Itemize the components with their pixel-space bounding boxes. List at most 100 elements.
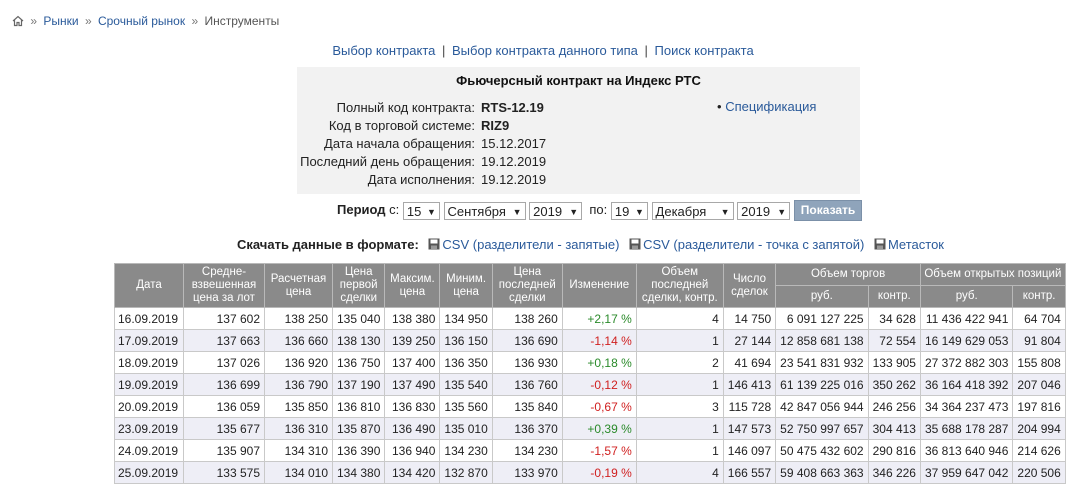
table-row: 18.09.2019 137 026 136 920 136 750 137 400 13… [114,351,1066,374]
to-day-select[interactable]: 19 ▼ [610,201,648,220]
col-settle-price: Расчетная цена [264,263,333,308]
table-cell: 136 750 [331,351,386,374]
table-cell: 59 408 663 363 [775,461,869,484]
home-icon[interactable] [12,15,24,27]
table-cell: 136 830 [384,395,441,418]
table-cell: 17.09.2019 [114,329,184,352]
table-cell: 134 230 [491,439,563,462]
metastock-link[interactable]: Метасток [887,237,944,252]
table-cell: 52 750 997 657 [775,417,869,440]
table-cell: 133 575 [183,461,265,484]
col-last-price: Цена последней сделки [491,263,563,308]
contract-title: Фьючерсный контракт на Индекс РТС [456,73,701,88]
bullet-icon: • [717,99,722,114]
table-cell: 207 046 [1012,373,1066,396]
col-deals: Число сделок [722,263,777,308]
chevron-down-icon: ▼ [720,206,730,217]
chevron-down-icon: ▼ [426,206,436,217]
table-cell: 25.09.2019 [114,461,184,484]
col-oi-group: Объем открытых позиций [919,263,1066,286]
table-cell: 133 905 [867,351,921,374]
chevron-down-icon: ▼ [634,206,644,217]
table-cell: 214 626 [1012,439,1066,462]
csv-semicolon-link[interactable]: CSV (разделители - точка с запятой) [643,237,865,252]
table-cell: 136 760 [491,373,563,396]
table-cell: 138 250 [264,307,333,330]
period-to-label: по: [589,201,608,217]
from-month-select[interactable]: Сентября ▼ [443,201,526,220]
table-cell: 16.09.2019 [114,307,184,330]
from-year-select[interactable]: 2019 ▼ [529,201,583,220]
table-cell: 115 728 [722,395,777,418]
field-value: 15.12.2017 [481,136,547,151]
table-row: 23.09.2019 135 677 136 310 135 870 136 490 13… [114,417,1066,440]
field-start-date: Дата начала обращения: 15.12.2017 [297,135,546,153]
table-cell: 204 994 [1012,417,1066,440]
breadcrumb-sep: » [30,14,38,28]
select-contract-type-link[interactable]: Выбор контракта данного типа [452,43,638,58]
table-cell: 220 506 [1012,461,1066,484]
table-cell: 136 940 [384,439,441,462]
from-month-value: Сентября [447,203,506,219]
table-cell: 20.09.2019 [114,395,184,418]
to-month-select[interactable]: Декабря ▼ [651,201,734,220]
save-icon [428,238,440,250]
col-change: Изменение [561,263,637,308]
table-cell: 135 540 [439,373,493,396]
breadcrumb-link-derivatives[interactable]: Срочный рынок [97,14,186,28]
field-execution-date: Дата исполнения: 19.12.2019 [297,171,546,189]
table-cell: 50 475 432 602 [775,439,869,462]
show-button[interactable]: Показать [793,200,863,221]
col-first-price: Цена первой сделки [331,263,386,308]
table-cell: 350 262 [867,373,921,396]
table-cell: 41 694 [722,351,777,374]
save-icon [874,238,886,250]
csv-comma-link[interactable]: CSV (разделители - запятые) [442,237,620,252]
breadcrumb-link-markets[interactable]: Рынки [43,14,79,28]
contract-info-box: Фьючерсный контракт на Индекс РТС Полный… [297,67,860,194]
table-cell: 304 413 [867,417,921,440]
table-cell: 6 091 127 225 [775,307,869,330]
col-max-price: Максим. цена [384,263,441,308]
table-cell: 72 554 [867,329,921,352]
table-cell: 136 810 [331,395,386,418]
table-cell: 18.09.2019 [114,351,184,374]
table-cell: 134 230 [439,439,493,462]
breadcrumb-current: Инструменты [204,14,280,28]
col-volume-contr: контр. [867,285,921,308]
col-last-volume: Объем последней сделки, контр. [635,263,724,308]
select-contract-link[interactable]: Выбор контракта [332,43,436,58]
field-label: Последний день обращения: [300,154,475,169]
field-label: Код в торговой системе: [328,118,475,133]
from-day-select[interactable]: 15 ▼ [402,201,440,220]
col-volume-rub: руб. [775,285,869,308]
table-cell: 16 149 629 053 [919,329,1014,352]
table-cell: 64 704 [1012,307,1066,330]
col-volume-group: Объем торгов [775,263,921,286]
search-contract-link[interactable]: Поиск контракта [654,43,754,58]
table-cell: 91 804 [1012,329,1066,352]
field-last-day: Последний день обращения: 19.12.2019 [297,153,546,171]
table-cell: 136 310 [264,417,333,440]
table-cell: -1,57 % [561,439,637,462]
table-cell: 346 226 [867,461,921,484]
col-min-price: Миним. цена [439,263,493,308]
trading-table: Дата Средне-взвешенная цена за лот Расче… [114,263,1066,484]
to-year-select[interactable]: 2019 ▼ [737,201,791,220]
field-label: Дата исполнения: [367,172,475,187]
table-cell: 137 490 [384,373,441,396]
nav-separator: | [644,43,648,58]
table-cell: -0,19 % [561,461,637,484]
table-cell: 147 573 [722,417,777,440]
specification-link[interactable]: Спецификация [725,99,817,114]
table-cell: +2,17 % [561,307,637,330]
table-cell: 132 870 [439,461,493,484]
table-cell: 137 400 [384,351,441,374]
table-cell: 135 677 [183,417,265,440]
table-cell: 136 059 [183,395,265,418]
breadcrumb-sep: » [191,14,199,28]
table-cell: 137 190 [331,373,386,396]
table-cell: -0,12 % [561,373,637,396]
table-cell: 27 372 882 303 [919,351,1014,374]
table-cell: 137 663 [183,329,265,352]
